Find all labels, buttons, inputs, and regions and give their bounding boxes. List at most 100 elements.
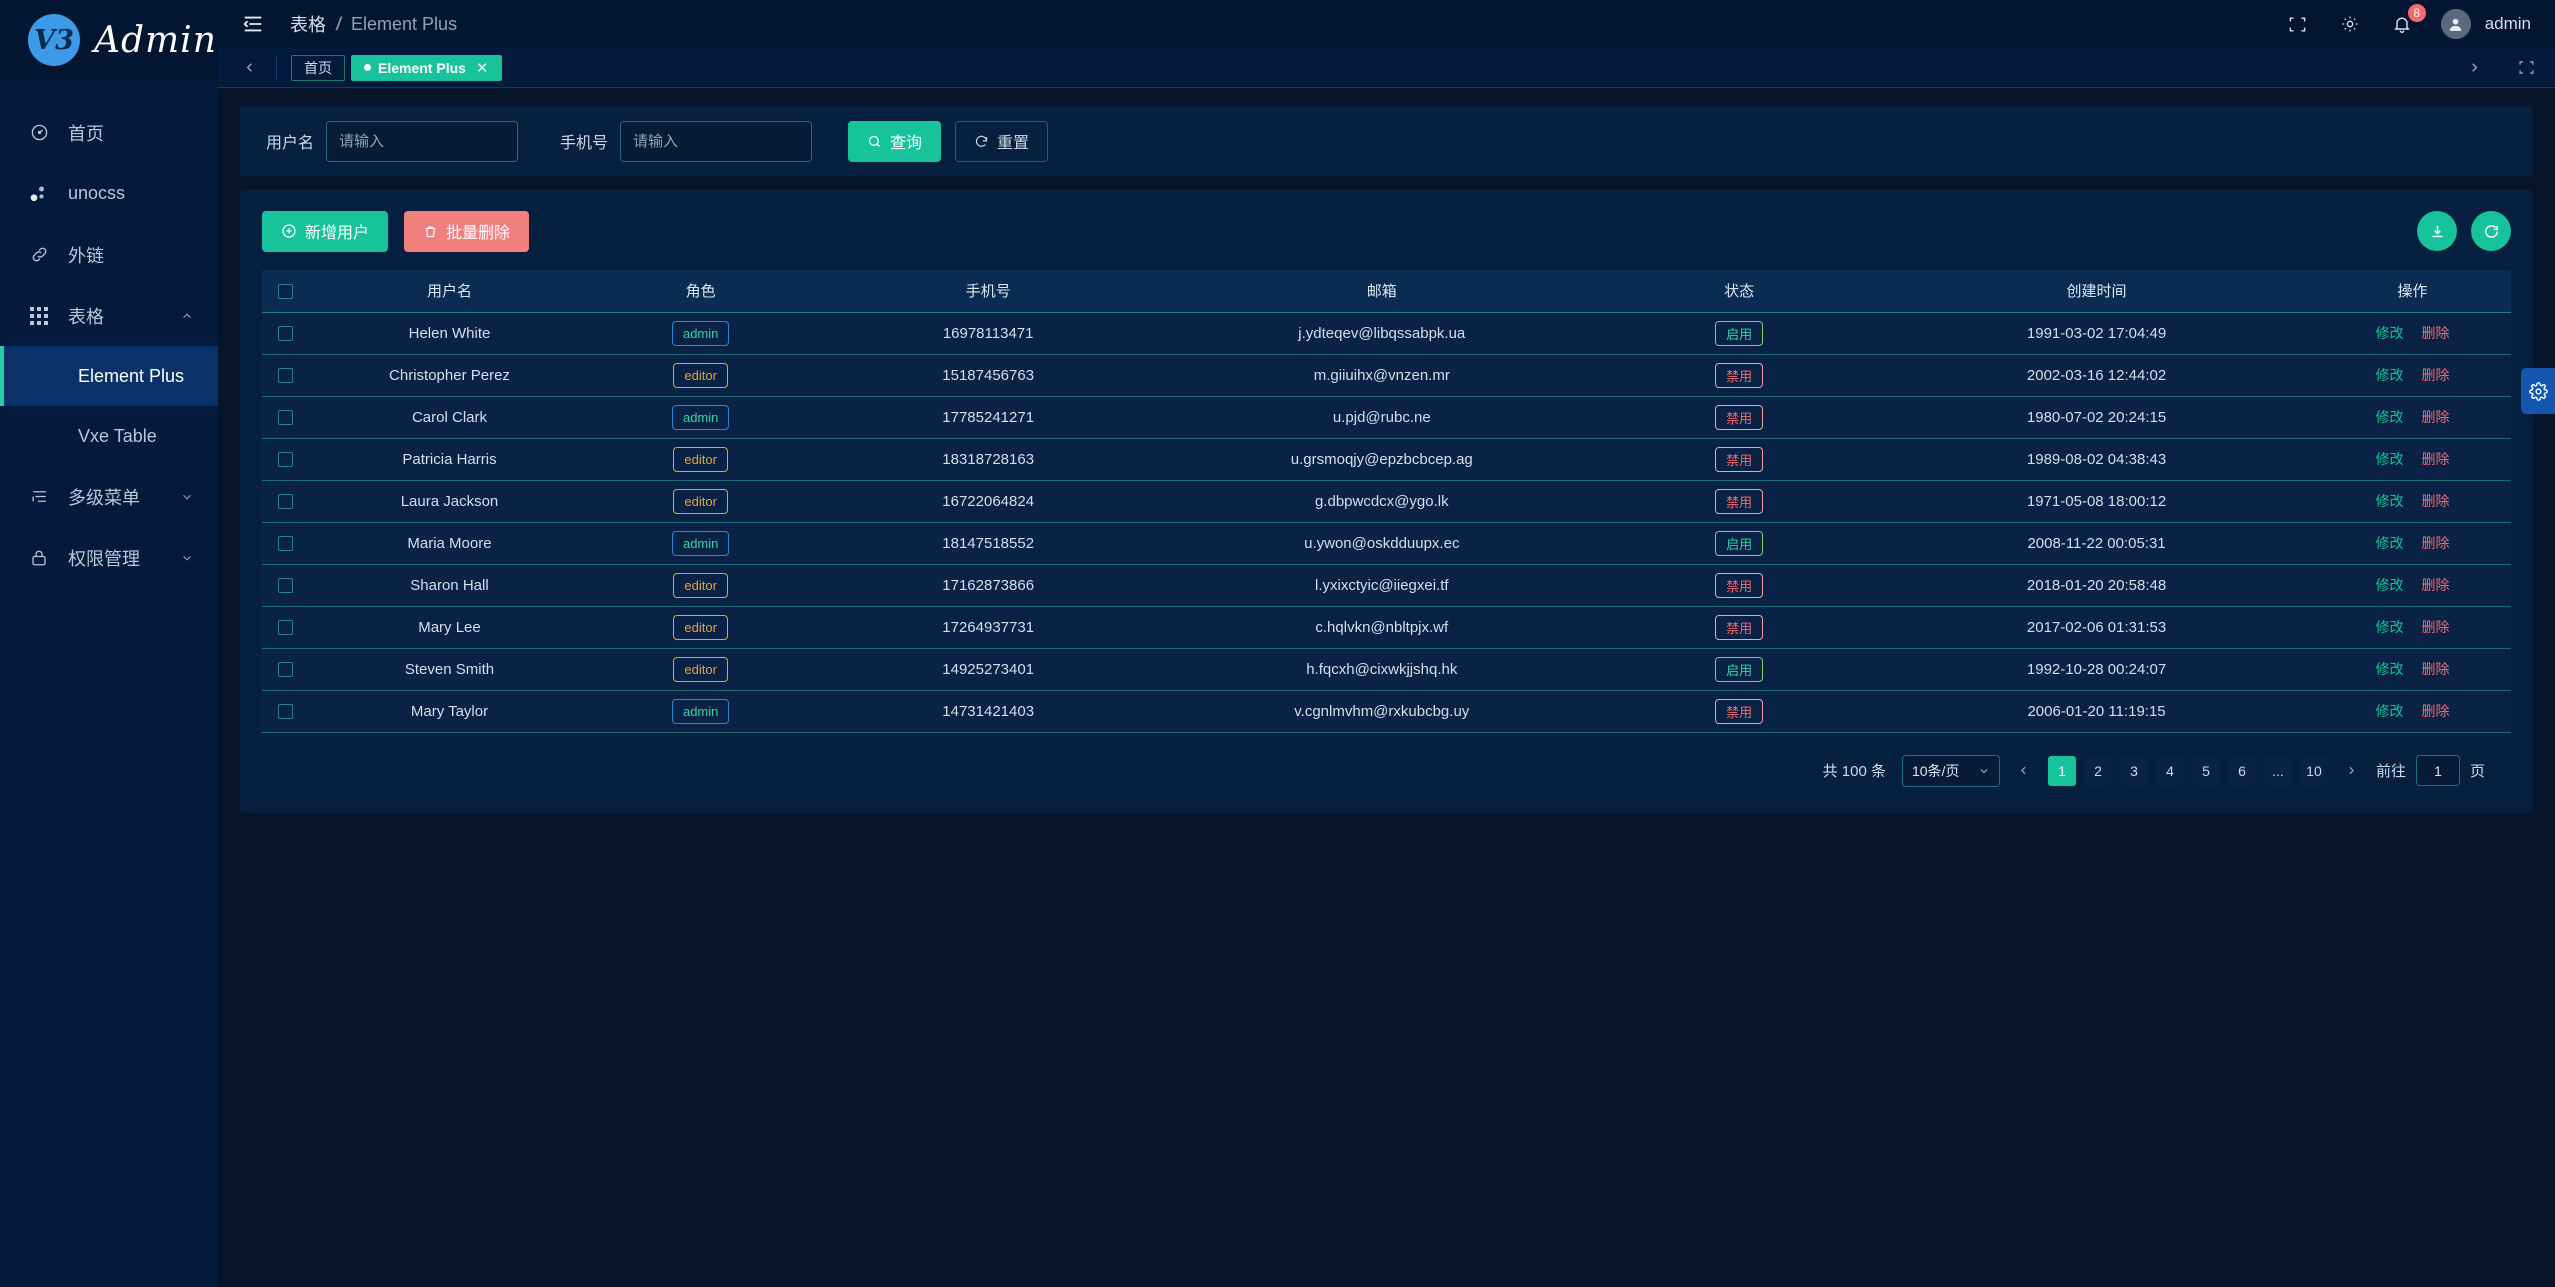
pagination-page-button[interactable]: 6 — [2227, 755, 2256, 786]
batch-delete-button[interactable]: 批量删除 — [404, 210, 530, 252]
edit-row-button[interactable]: 修改 — [2367, 571, 2413, 599]
edit-row-button[interactable]: 修改 — [2367, 529, 2413, 557]
column-header-status[interactable]: 状态 — [1599, 270, 1880, 313]
sidebar-item-permissions[interactable]: 权限管理 — [0, 527, 218, 588]
row-select-cell — [262, 522, 310, 565]
row-checkbox[interactable] — [278, 368, 294, 384]
reset-button[interactable]: 重置 — [955, 120, 1049, 162]
table-row[interactable]: Mary Taylor admin 14731421403 v.cgnlmvhm@rx… — [262, 690, 2511, 733]
sidebar-item-unocss[interactable]: unocss — [0, 163, 218, 224]
table-row[interactable]: Laura Jackson editor 16722064824 g.dbpwcdcx… — [262, 480, 2511, 523]
tab-element-plus[interactable]: Element Plus ✕ — [351, 54, 502, 81]
theme-icon[interactable] — [2337, 11, 2363, 37]
edit-row-button[interactable]: 修改 — [2367, 613, 2413, 641]
fullscreen-icon[interactable] — [2513, 55, 2539, 81]
edit-row-button[interactable]: 修改 — [2367, 697, 2413, 725]
column-header-role[interactable]: 角色 — [589, 270, 813, 313]
delete-row-button[interactable]: 删除 — [2413, 613, 2459, 641]
column-header-phone[interactable]: 手机号 — [812, 270, 1165, 313]
pagination-page-button[interactable]: 4 — [2155, 755, 2184, 786]
row-checkbox[interactable] — [278, 662, 294, 678]
breadcrumb-parent[interactable]: 表格 — [290, 15, 326, 35]
menu-fold-icon[interactable] — [238, 9, 268, 39]
fullscreen-icon[interactable] — [2285, 11, 2311, 37]
table-row[interactable]: Carol Clark admin 17785241271 u.pjd@rubc.ne… — [262, 396, 2511, 439]
row-checkbox[interactable] — [278, 578, 294, 594]
logo-area[interactable]: V3 Admin — [0, 0, 218, 80]
row-checkbox[interactable] — [278, 452, 294, 468]
pagination-prev-button[interactable] — [2010, 756, 2038, 786]
row-checkbox[interactable] — [278, 620, 294, 636]
table-row[interactable]: Sharon Hall editor 17162873866 l.yxixctyic@… — [262, 564, 2511, 607]
bell-icon[interactable]: 8 — [2389, 3, 2427, 37]
column-header-created[interactable]: 创建时间 — [1879, 270, 2315, 313]
sidebar-item-vxe-table[interactable]: Vxe Table — [0, 406, 218, 466]
edit-row-button[interactable]: 修改 — [2367, 319, 2413, 347]
pagination-page-button[interactable]: 3 — [2119, 755, 2148, 786]
table-row[interactable]: Steven Smith editor 14925273401 h.fqcxh@cix… — [262, 648, 2511, 691]
chevron-left-icon[interactable] — [236, 48, 262, 87]
avatar[interactable] — [2440, 9, 2471, 39]
role-badge: editor — [673, 656, 728, 682]
search-button[interactable]: 查询 — [848, 120, 942, 162]
tab-home[interactable]: 首页 — [291, 54, 345, 81]
sidebar-item-external-link[interactable]: 外链 — [0, 224, 218, 285]
pagination-page-button[interactable]: 2 — [2083, 755, 2112, 786]
role-badge: editor — [673, 362, 728, 388]
row-checkbox[interactable] — [278, 494, 294, 510]
refresh-icon[interactable] — [2471, 211, 2511, 251]
column-header-email[interactable]: 邮箱 — [1164, 270, 1600, 313]
delete-row-button[interactable]: 删除 — [2413, 655, 2459, 683]
row-checkbox[interactable] — [278, 326, 294, 342]
cell-role: admin — [589, 690, 813, 733]
delete-row-button[interactable]: 删除 — [2413, 403, 2459, 431]
pagination-page-button[interactable]: 1 — [2047, 755, 2076, 786]
pagination-jump-input[interactable] — [2415, 755, 2460, 786]
edit-row-button[interactable]: 修改 — [2367, 361, 2413, 389]
gear-icon[interactable] — [2521, 368, 2555, 414]
pagination-next-button[interactable] — [2338, 756, 2366, 786]
table-row[interactable]: Maria Moore admin 18147518552 u.ywon@oskddu… — [262, 522, 2511, 565]
edit-row-button[interactable]: 修改 — [2367, 487, 2413, 515]
edit-row-button[interactable]: 修改 — [2367, 655, 2413, 683]
pagination-page-button[interactable]: ... — [2263, 755, 2292, 786]
chevron-right-icon[interactable] — [2461, 55, 2487, 81]
page-size-label: 10条/页 — [1911, 762, 1960, 779]
delete-row-button[interactable]: 删除 — [2413, 697, 2459, 725]
table-row[interactable]: Christopher Perez editor 15187456763 m.giiu… — [262, 354, 2511, 397]
sidebar-item-multilevel-menu[interactable]: 多级菜单 — [0, 466, 218, 527]
sidebar-menu: 首页 unocss — [0, 80, 218, 588]
search-input-phone[interactable] — [620, 120, 813, 162]
edit-row-button[interactable]: 修改 — [2367, 403, 2413, 431]
cell-created: 2006-01-20 11:19:15 — [1879, 690, 2315, 733]
sidebar-item-home[interactable]: 首页 — [0, 102, 218, 163]
row-checkbox[interactable] — [278, 704, 294, 720]
row-checkbox[interactable] — [278, 410, 294, 426]
user-name[interactable]: admin — [2484, 14, 2531, 33]
delete-row-button[interactable]: 删除 — [2413, 361, 2459, 389]
pagination-page-button[interactable]: 10 — [2299, 755, 2328, 786]
search-input-username[interactable] — [326, 120, 519, 162]
table-row[interactable]: Patricia Harris editor 18318728163 u.grsmoq… — [262, 438, 2511, 481]
delete-row-button[interactable]: 删除 — [2413, 487, 2459, 515]
row-checkbox[interactable] — [278, 536, 294, 552]
delete-row-button[interactable]: 删除 — [2413, 571, 2459, 599]
delete-row-button[interactable]: 删除 — [2413, 319, 2459, 347]
table-row[interactable]: Helen White admin 16978113471 j.ydteqev@lib… — [262, 312, 2511, 355]
delete-row-button[interactable]: 删除 — [2413, 529, 2459, 557]
page-size-select[interactable]: 10条/页 — [1901, 754, 2000, 787]
role-badge: admin — [671, 320, 730, 346]
table-row[interactable]: Mary Lee editor 17264937731 c.hqlvkn@nbltpj… — [262, 606, 2511, 649]
select-all-checkbox[interactable] — [278, 283, 294, 299]
edit-row-button[interactable]: 修改 — [2367, 445, 2413, 473]
sidebar-item-table[interactable]: 表格 — [0, 285, 218, 346]
add-user-button[interactable]: 新增用户 — [262, 210, 389, 252]
column-header-name[interactable]: 用户名 — [309, 270, 590, 313]
download-icon[interactable] — [2417, 211, 2457, 251]
close-icon[interactable]: ✕ — [475, 59, 489, 77]
delete-row-button[interactable]: 删除 — [2413, 445, 2459, 473]
sidebar-item-element-plus[interactable]: Element Plus — [0, 346, 218, 406]
pagination-page-button[interactable]: 5 — [2191, 755, 2220, 786]
menu-levels-icon — [26, 487, 52, 506]
cell-status: 启用 — [1599, 648, 1880, 691]
